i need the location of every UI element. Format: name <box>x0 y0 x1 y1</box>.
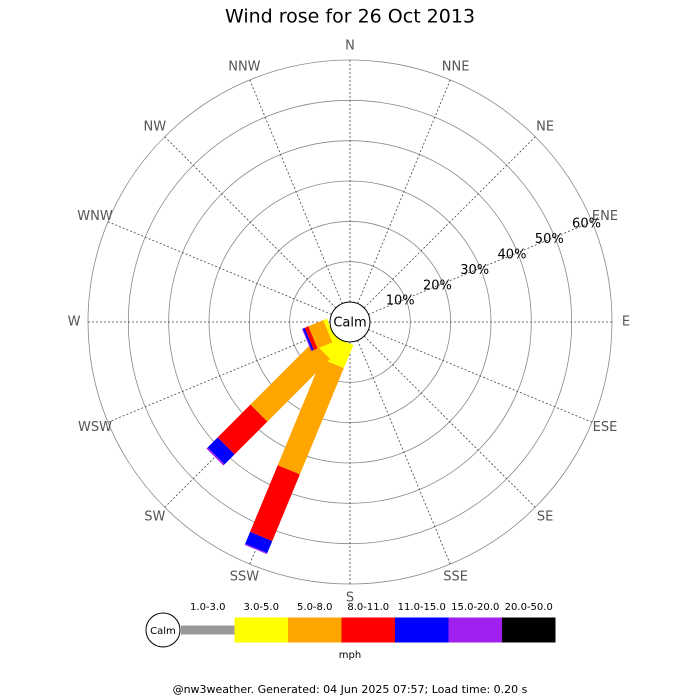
direction-label: NNE <box>442 60 470 75</box>
direction-label: W <box>68 315 81 330</box>
legend-label: 15.0-20.0 <box>451 602 499 613</box>
legend-swatch <box>234 617 288 643</box>
ring-label: 20% <box>423 278 452 293</box>
legend-label: 11.0-15.0 <box>398 602 446 613</box>
legend-label: 1.0-3.0 <box>190 602 225 613</box>
bar-segment <box>207 437 235 465</box>
spoke <box>107 221 332 315</box>
spoke <box>249 79 343 304</box>
direction-label: SSE <box>443 569 468 584</box>
spoke <box>107 329 332 423</box>
bar-segment <box>308 320 333 349</box>
calm-label: Calm <box>333 316 366 331</box>
bar-segment <box>323 318 337 343</box>
direction-label: ESE <box>593 420 618 435</box>
bar-segment <box>217 404 268 455</box>
legend-swatch <box>288 617 342 643</box>
direction-label: WSW <box>78 420 112 435</box>
direction-label: SE <box>537 510 553 525</box>
legend-label: 8.0-11.0 <box>347 602 389 613</box>
direction-label: S <box>346 591 354 606</box>
legend-unit: mph <box>339 650 361 661</box>
spoke <box>357 340 451 565</box>
direction-label: ENE <box>592 209 618 224</box>
direction-label: WNW <box>77 209 113 224</box>
bar-segment <box>250 341 331 422</box>
legend-calm <box>145 612 181 648</box>
bar-segment <box>304 326 318 351</box>
chart-title: Wind rose for 26 Oct 2013 <box>225 6 475 28</box>
legend-swatch <box>448 617 502 643</box>
ring-label: 50% <box>535 232 564 247</box>
legend-swatch <box>395 617 449 643</box>
footer: @nw3weather. Generated: 04 Jun 2025 07:5… <box>173 683 528 696</box>
ring-label: 10% <box>386 294 415 309</box>
spoke <box>357 79 451 304</box>
ring-label: 30% <box>460 263 489 278</box>
spoke <box>368 221 593 315</box>
bar-segment <box>277 358 344 475</box>
direction-label: NNW <box>228 60 260 75</box>
legend-label: 5.0-8.0 <box>297 602 332 613</box>
bar-segment <box>245 531 273 553</box>
bar-segment <box>206 447 225 466</box>
legend-label: 20.0-50.0 <box>505 602 553 613</box>
spoke <box>368 329 593 423</box>
spoke <box>363 136 536 309</box>
ring-label: 60% <box>572 217 601 232</box>
legend-calm-label: Calm <box>150 626 176 637</box>
calm-circle <box>329 301 371 343</box>
legend-swatch <box>502 617 556 643</box>
legend-label: 3.0-5.0 <box>244 602 279 613</box>
bar-segment <box>250 465 300 542</box>
direction-label: NW <box>144 119 167 134</box>
direction-label: E <box>622 315 630 330</box>
spoke <box>363 335 536 508</box>
legend-swatch <box>181 625 235 635</box>
direction-label: SW <box>144 510 165 525</box>
bar-segment <box>244 543 268 555</box>
legend-swatch <box>341 617 395 643</box>
bar-segment <box>301 328 312 352</box>
direction-label: N <box>345 39 355 54</box>
direction-label: SSW <box>230 569 260 584</box>
bar-segment <box>302 327 314 351</box>
ring-label: 40% <box>498 247 527 262</box>
spoke <box>164 136 337 309</box>
direction-label: NE <box>536 119 554 134</box>
